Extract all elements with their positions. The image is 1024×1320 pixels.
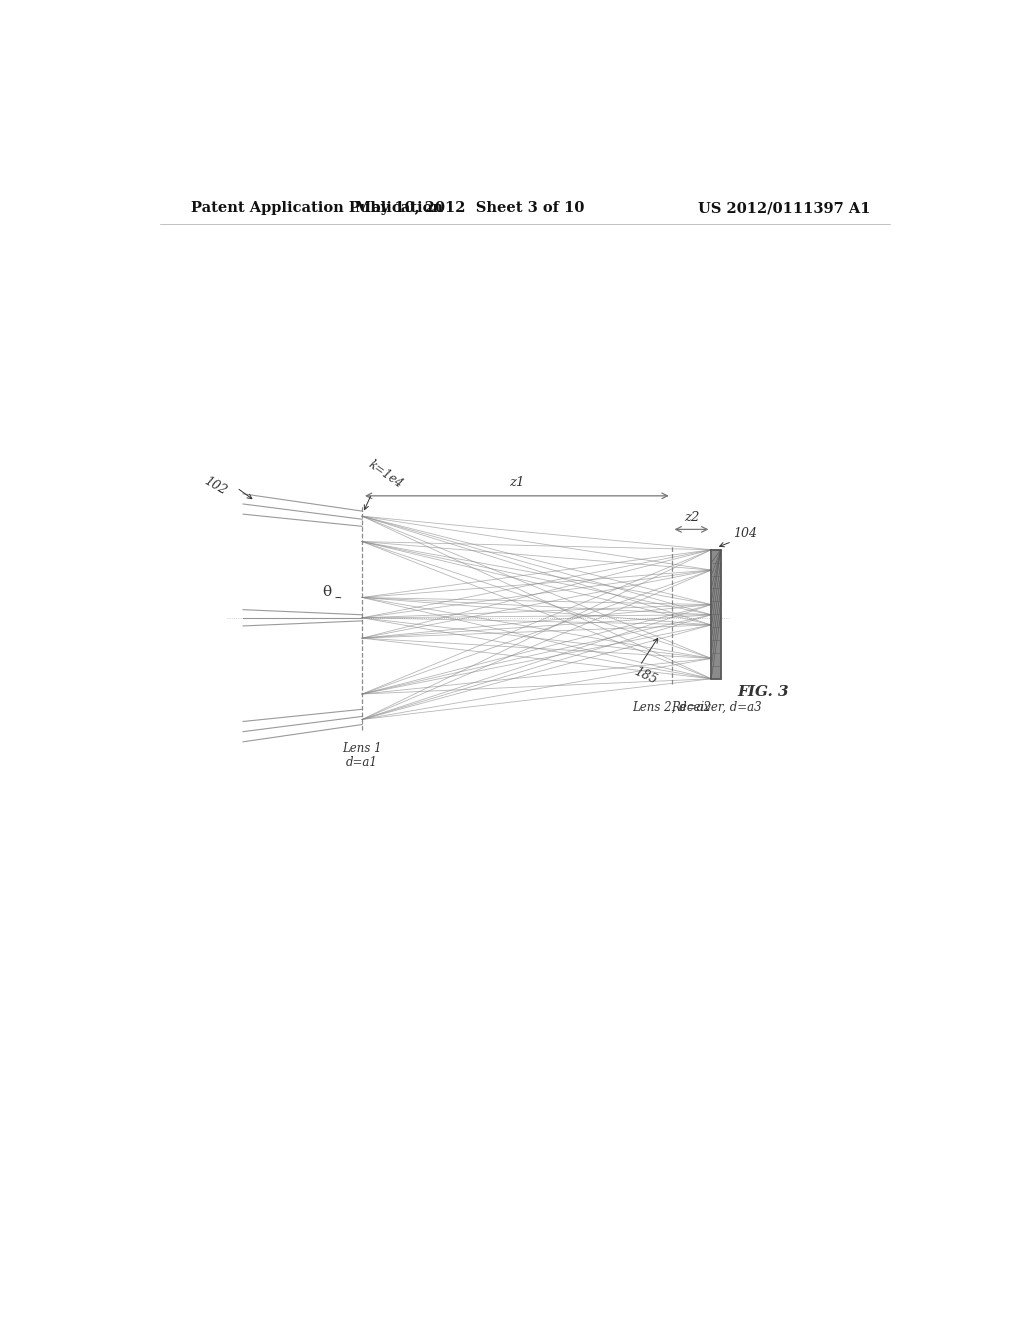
Text: Patent Application Publication: Patent Application Publication — [191, 201, 443, 215]
Text: 102: 102 — [202, 474, 228, 498]
Text: FIG. 3: FIG. 3 — [737, 685, 788, 700]
Text: Lens 2, d=a2: Lens 2, d=a2 — [632, 701, 711, 714]
Text: z2: z2 — [684, 511, 699, 524]
Text: θ: θ — [322, 585, 331, 599]
Text: US 2012/0111397 A1: US 2012/0111397 A1 — [697, 201, 870, 215]
Text: May 10, 2012  Sheet 3 of 10: May 10, 2012 Sheet 3 of 10 — [354, 201, 584, 215]
Text: k=1e4: k=1e4 — [367, 458, 406, 491]
Text: Receiver, d=a3: Receiver, d=a3 — [671, 701, 762, 714]
Bar — [712, 549, 721, 678]
Text: z1: z1 — [509, 475, 524, 488]
Text: Lens 1: Lens 1 — [342, 742, 382, 755]
Text: 185: 185 — [632, 665, 659, 686]
Text: 104: 104 — [733, 527, 757, 540]
Text: d=a1: d=a1 — [346, 756, 378, 770]
